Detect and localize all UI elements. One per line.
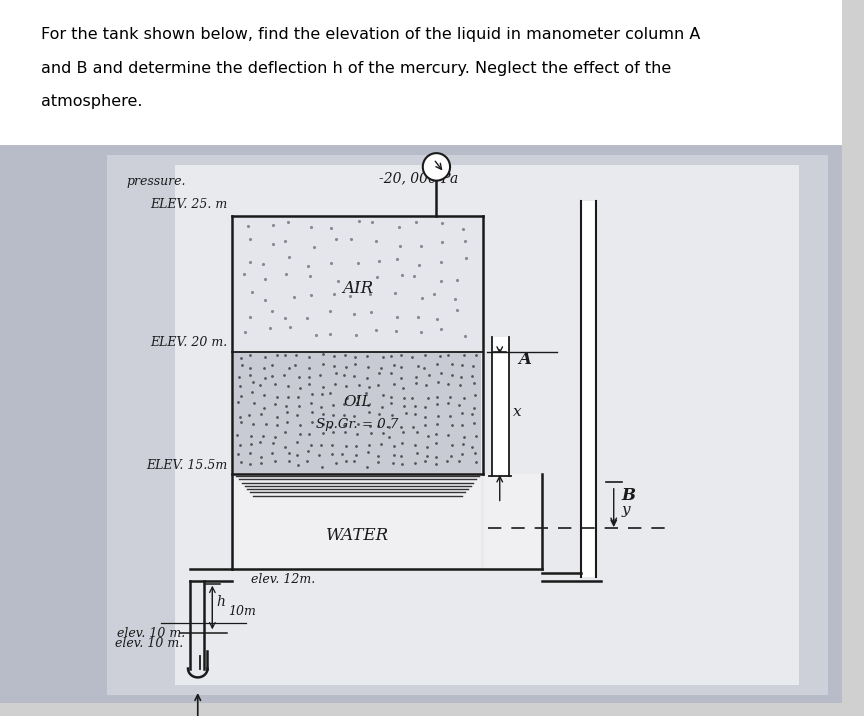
Bar — [107, 155, 828, 695]
Text: pressure.: pressure. — [127, 175, 186, 188]
Text: elev. 10 m.: elev. 10 m. — [117, 627, 185, 640]
Text: elev. 10 m.: elev. 10 m. — [115, 637, 183, 650]
Text: y: y — [621, 503, 630, 518]
Text: and B and determine the deflection h of the mercury. Neglect the effect of the: and B and determine the deflection h of … — [41, 61, 671, 76]
Bar — [0, 0, 842, 145]
Bar — [234, 216, 481, 569]
Bar — [492, 337, 509, 476]
Bar — [234, 216, 481, 352]
Text: ELEV. 20 m.: ELEV. 20 m. — [149, 336, 227, 349]
Text: atmosphere.: atmosphere. — [41, 95, 143, 110]
Bar — [484, 474, 541, 569]
Text: x: x — [513, 405, 522, 420]
Bar — [581, 201, 596, 577]
Text: For the tank shown below, find the elevation of the liquid in manometer column A: For the tank shown below, find the eleva… — [41, 27, 701, 42]
Text: OIL: OIL — [343, 395, 372, 410]
Text: WATER: WATER — [326, 528, 389, 544]
Bar — [234, 474, 481, 569]
Bar — [234, 352, 481, 474]
Text: AIR: AIR — [342, 280, 373, 297]
Bar — [0, 145, 842, 703]
Circle shape — [422, 153, 450, 180]
Text: Sp.Gr. = 0.7: Sp.Gr. = 0.7 — [316, 417, 398, 430]
Text: 10m: 10m — [228, 605, 256, 618]
Text: ELEV. 15.5m: ELEV. 15.5m — [146, 459, 227, 472]
Text: h: h — [216, 595, 226, 609]
Text: ELEV. 25. m: ELEV. 25. m — [149, 198, 227, 211]
Text: B: B — [621, 487, 636, 504]
Text: A: A — [518, 351, 531, 368]
Text: elev. 12m.: elev. 12m. — [251, 573, 315, 586]
Text: -20, 000 Pa: -20, 000 Pa — [379, 171, 459, 185]
Bar — [175, 165, 799, 685]
